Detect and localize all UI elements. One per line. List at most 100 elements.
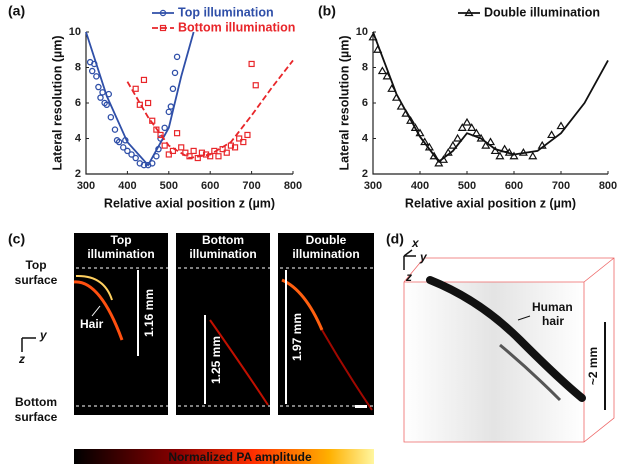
column-title: Double (306, 233, 347, 247)
panel-label: (b) (318, 3, 336, 19)
point (495, 151, 505, 160)
hair-label: Human (532, 300, 573, 314)
surface-label: Top (25, 258, 46, 272)
point (103, 101, 110, 109)
y-tick-label: 6 (75, 97, 81, 109)
axis-label: z (405, 270, 412, 284)
point (140, 76, 148, 84)
legend-label: Bottom illumination (178, 20, 295, 34)
y-tick-label: 8 (362, 61, 368, 73)
y-axis-label: Lateral resolution (µm) (337, 36, 351, 171)
point (471, 128, 481, 137)
point (97, 94, 104, 101)
point (95, 83, 102, 91)
point (240, 138, 247, 146)
axes (85, 32, 293, 175)
surface-label: Bottom (15, 395, 57, 409)
x-tick-label: 600 (201, 180, 219, 192)
y-tick-label: 4 (362, 132, 369, 144)
column-title: Bottom (202, 233, 244, 247)
point (171, 69, 179, 77)
panel-label: (d) (386, 231, 404, 247)
point (165, 151, 172, 158)
point (111, 126, 119, 133)
y-tick-label: 2 (362, 168, 368, 180)
point (107, 113, 115, 121)
surface-label: surface (15, 410, 58, 424)
point (215, 153, 222, 160)
point (244, 131, 251, 139)
y-tick-label: 6 (362, 97, 368, 109)
point (547, 130, 557, 139)
point (252, 82, 259, 89)
panel-d: (d) x y z Human hair ~2 mm (386, 231, 615, 443)
point (178, 144, 185, 151)
signal (73, 280, 124, 341)
legend-marker (159, 9, 167, 17)
x-tick-label: 600 (505, 180, 523, 192)
signal (75, 274, 113, 301)
panel-label: (c) (8, 231, 25, 247)
point (194, 154, 201, 162)
x-tick-label: 700 (242, 180, 260, 192)
point (132, 154, 139, 162)
colorbar-label: Normalized PA amplitude (168, 450, 312, 464)
point (453, 133, 463, 142)
point (161, 124, 168, 132)
panel-c: (c) Top illumination Bottom illumination… (8, 231, 374, 464)
point (457, 123, 467, 131)
point (173, 130, 181, 137)
image (278, 233, 374, 415)
column-title: illumination (87, 247, 154, 261)
axis-label: z (18, 352, 25, 366)
x-tick-label: 400 (411, 180, 429, 192)
point (190, 147, 197, 155)
x-tick-label: 700 (552, 180, 570, 192)
bounding-box (403, 257, 615, 443)
point (462, 117, 472, 126)
point (231, 144, 239, 151)
point (145, 99, 152, 107)
legend-label: Top illumination (178, 5, 274, 19)
point (406, 116, 416, 124)
point (169, 85, 177, 93)
hair-image (426, 276, 586, 402)
x-tick-label: 500 (458, 180, 476, 192)
x-tick-label: 500 (160, 180, 178, 192)
scale-bar (355, 405, 367, 408)
point (377, 66, 387, 75)
point (132, 85, 139, 92)
point (124, 147, 131, 155)
arrow (517, 315, 531, 321)
distance-label: 1.25 mm (209, 336, 223, 384)
distance-label: 1.97 mm (290, 313, 304, 361)
panel-label: (a) (8, 3, 25, 19)
axis-label: y (419, 250, 428, 264)
y-tick-label: 10 (69, 26, 81, 38)
point (128, 151, 135, 158)
axes-icon (403, 249, 416, 270)
x-tick-label: 300 (77, 180, 95, 192)
x-axis-label: Relative axial position z (µm) (104, 196, 275, 210)
volume (404, 282, 584, 442)
fit-line (126, 59, 294, 159)
legend-label: Double illumination (484, 5, 600, 19)
point (136, 101, 143, 108)
point (161, 142, 168, 149)
point (157, 131, 164, 139)
point (140, 161, 148, 169)
y-tick-label: 2 (75, 168, 81, 180)
point (165, 108, 173, 116)
point (153, 126, 160, 133)
point (227, 142, 234, 149)
point (236, 135, 243, 142)
axis-label: x (411, 236, 420, 250)
x-tick-label: 800 (284, 180, 302, 192)
size-label: ~2 mm (586, 347, 600, 385)
y-tick-label: 4 (75, 132, 82, 144)
x-tick-label: 300 (364, 180, 382, 192)
point (448, 140, 458, 149)
x-tick-label: 800 (599, 180, 617, 192)
point (223, 149, 230, 156)
point (173, 53, 181, 61)
